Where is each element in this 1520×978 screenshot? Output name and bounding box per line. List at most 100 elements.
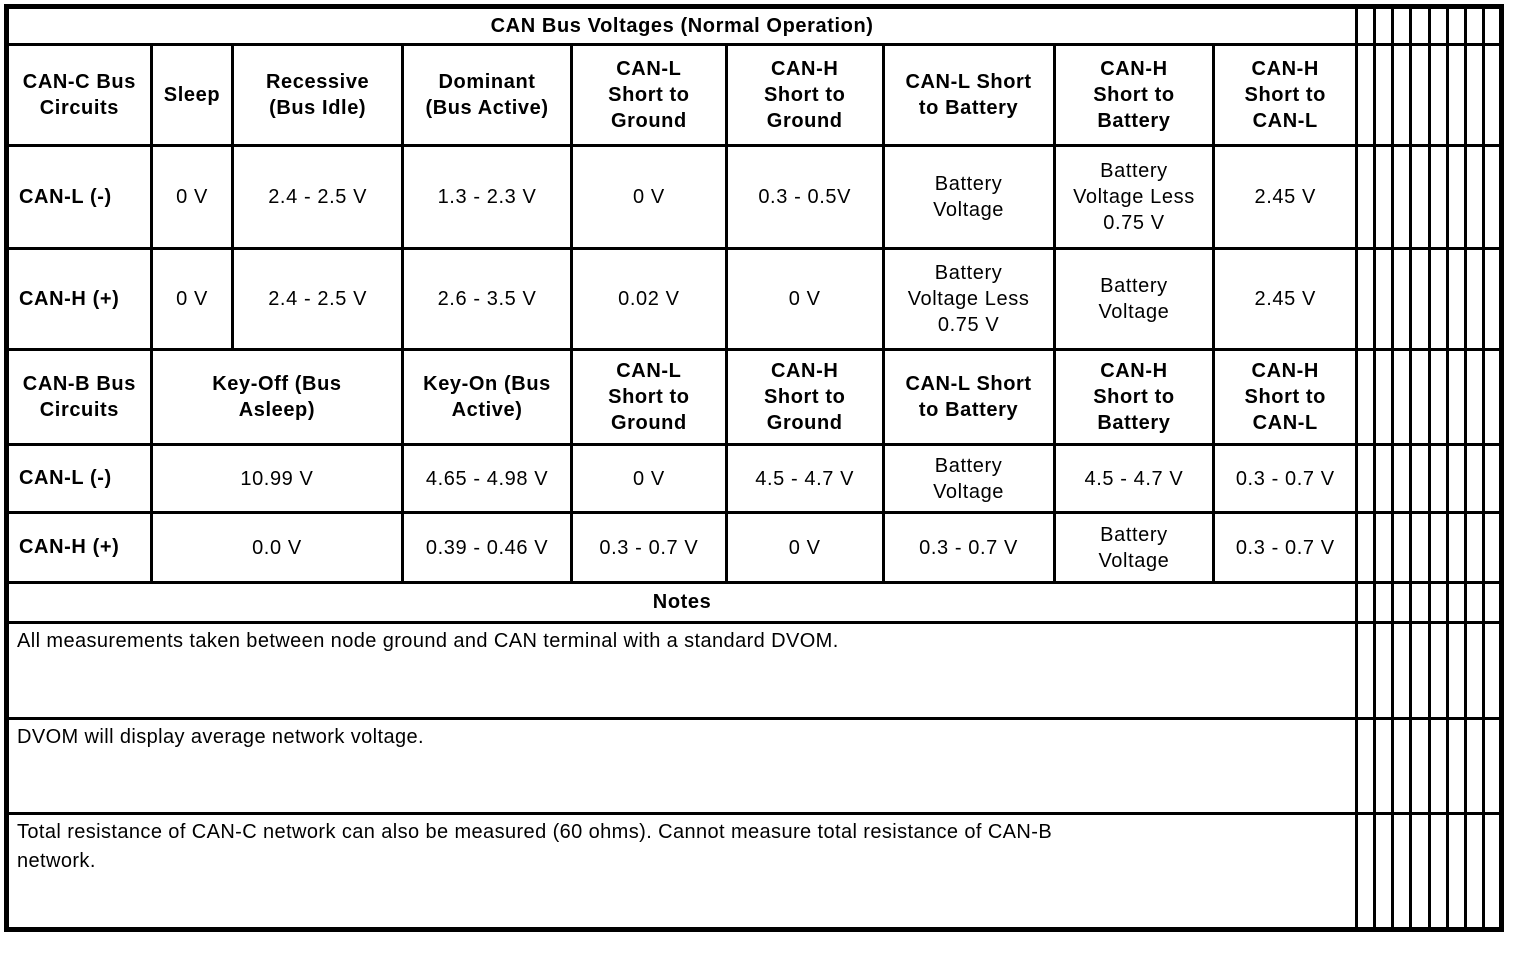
value-cell: 0.3 - 0.7 V bbox=[569, 511, 728, 584]
value-cell: 0 V bbox=[724, 247, 885, 351]
filler-cell bbox=[1427, 443, 1449, 514]
filler-cell bbox=[1355, 511, 1377, 584]
filler-cell bbox=[1463, 443, 1485, 514]
value-cell: 0 V bbox=[149, 247, 235, 351]
filler-cell bbox=[1355, 621, 1377, 720]
canc-col-header-canh-short-ground: CAN-H Short to Ground bbox=[724, 43, 885, 147]
value-cell: 4.65 - 4.98 V bbox=[401, 443, 573, 514]
canb-canh-row: CAN-H (+) 0.0 V 0.39 - 0.46 V 0.3 - 0.7 … bbox=[5, 511, 1504, 584]
filler-cell bbox=[1463, 348, 1485, 446]
filler-cell bbox=[1463, 812, 1485, 931]
note-text: Total resistance of CAN-C network can al… bbox=[4, 812, 1359, 931]
value-cell: 0.02 V bbox=[569, 247, 728, 351]
filler-cell bbox=[1355, 812, 1377, 931]
title-row: CAN Bus Voltages (Normal Operation) bbox=[4, 5, 1504, 46]
filler-cell bbox=[1409, 43, 1431, 147]
filler-cell bbox=[1463, 43, 1485, 147]
note-row-3: Total resistance of CAN-C network can al… bbox=[4, 812, 1504, 931]
filler-cell bbox=[1409, 511, 1431, 584]
value-cell: 0.3 - 0.7 V bbox=[881, 511, 1056, 584]
filler-cell bbox=[1355, 247, 1377, 351]
row-label: CAN-H (+) bbox=[5, 247, 153, 351]
filler-cell bbox=[1409, 581, 1431, 624]
filler-cell bbox=[1427, 812, 1449, 931]
filler-cell bbox=[1427, 581, 1449, 624]
filler-cell bbox=[1481, 5, 1504, 46]
filler-cell bbox=[1427, 717, 1449, 815]
canb-col-header-canh-short-battery: CAN-H Short to Battery bbox=[1052, 348, 1216, 446]
filler-cell bbox=[1391, 581, 1413, 624]
canc-header-row: CAN-C Bus Circuits Sleep Recessive (Bus … bbox=[5, 43, 1504, 147]
filler-cell bbox=[1481, 812, 1504, 931]
filler-cell bbox=[1481, 144, 1504, 250]
value-cell: 0.3 - 0.7 V bbox=[1212, 443, 1359, 514]
canb-col-header-keyoff: Key-Off (Bus Asleep) bbox=[149, 348, 405, 446]
filler-cell bbox=[1355, 717, 1377, 815]
canb-col-header-canh-short-canl: CAN-H Short to CAN-L bbox=[1212, 348, 1359, 446]
filler-cell bbox=[1355, 5, 1377, 46]
filler-cell bbox=[1463, 581, 1485, 624]
filler-cell bbox=[1391, 511, 1413, 584]
filler-cell bbox=[1409, 812, 1431, 931]
filler-cell bbox=[1445, 247, 1467, 351]
filler-cell bbox=[1463, 621, 1485, 720]
value-cell: 10.99 V bbox=[149, 443, 405, 514]
filler-cell bbox=[1391, 43, 1413, 147]
value-cell: 2.4 - 2.5 V bbox=[231, 247, 405, 351]
canc-col-header-dominant: Dominant (Bus Active) bbox=[401, 43, 573, 147]
filler-cell bbox=[1409, 247, 1431, 351]
filler-cell bbox=[1355, 144, 1377, 250]
value-cell: Battery Voltage bbox=[881, 443, 1056, 514]
filler-cell bbox=[1391, 812, 1413, 931]
filler-cell bbox=[1391, 621, 1413, 720]
canb-bus-circuits-header: CAN-B Bus Circuits bbox=[5, 348, 153, 446]
filler-cell bbox=[1373, 247, 1395, 351]
filler-cell bbox=[1445, 443, 1467, 514]
filler-cell bbox=[1373, 812, 1395, 931]
canb-col-header-canl-short-ground: CAN-L Short to Ground bbox=[569, 348, 728, 446]
canc-col-header-canl-short-ground: CAN-L Short to Ground bbox=[569, 43, 728, 147]
filler-cell bbox=[1355, 348, 1377, 446]
filler-cell bbox=[1445, 5, 1467, 46]
value-cell: Battery Voltage Less 0.75 V bbox=[881, 247, 1056, 351]
filler-cell bbox=[1445, 511, 1467, 584]
note-text: All measurements taken between node grou… bbox=[4, 621, 1359, 720]
filler-cell bbox=[1427, 511, 1449, 584]
value-cell: Battery Voltage Less 0.75 V bbox=[1052, 144, 1216, 250]
filler-cell bbox=[1445, 43, 1467, 147]
canb-header-row: CAN-B Bus Circuits Key-Off (Bus Asleep) … bbox=[5, 348, 1504, 446]
note-row-2: DVOM will display average network voltag… bbox=[4, 717, 1504, 815]
filler-cell bbox=[1445, 717, 1467, 815]
canc-canh-row: CAN-H (+) 0 V 2.4 - 2.5 V 2.6 - 3.5 V 0.… bbox=[5, 247, 1504, 351]
canc-col-header-canl-short-battery: CAN-L Short to Battery bbox=[881, 43, 1056, 147]
note-text: DVOM will display average network voltag… bbox=[4, 717, 1359, 815]
canc-col-header-recessive: Recessive (Bus Idle) bbox=[231, 43, 405, 147]
filler-cell bbox=[1427, 621, 1449, 720]
filler-cell bbox=[1373, 511, 1395, 584]
filler-cell bbox=[1445, 144, 1467, 250]
value-cell: 2.45 V bbox=[1212, 144, 1359, 250]
filler-cell bbox=[1463, 717, 1485, 815]
filler-cell bbox=[1409, 717, 1431, 815]
filler-cell bbox=[1481, 43, 1504, 147]
canb-canl-row: CAN-L (-) 10.99 V 4.65 - 4.98 V 0 V 4.5 … bbox=[5, 443, 1504, 514]
filler-cell bbox=[1409, 443, 1431, 514]
canc-bus-circuits-header: CAN-C Bus Circuits bbox=[5, 43, 153, 147]
filler-cell bbox=[1481, 581, 1504, 624]
value-cell: 0 V bbox=[569, 443, 728, 514]
filler-cell bbox=[1427, 247, 1449, 351]
value-cell: Battery Voltage bbox=[1052, 511, 1216, 584]
canc-canl-row: CAN-L (-) 0 V 2.4 - 2.5 V 1.3 - 2.3 V 0 … bbox=[5, 144, 1504, 250]
filler-cell bbox=[1481, 247, 1504, 351]
filler-cell bbox=[1409, 144, 1431, 250]
row-label: CAN-L (-) bbox=[5, 443, 153, 514]
value-cell: 0 V bbox=[149, 144, 235, 250]
filler-cell bbox=[1463, 5, 1485, 46]
value-cell: 0 V bbox=[569, 144, 728, 250]
value-cell: 1.3 - 2.3 V bbox=[401, 144, 573, 250]
filler-cell bbox=[1427, 5, 1449, 46]
canb-col-header-canh-short-ground: CAN-H Short to Ground bbox=[724, 348, 885, 446]
table-title: CAN Bus Voltages (Normal Operation) bbox=[4, 5, 1359, 46]
filler-cell bbox=[1409, 621, 1431, 720]
filler-cell bbox=[1463, 144, 1485, 250]
